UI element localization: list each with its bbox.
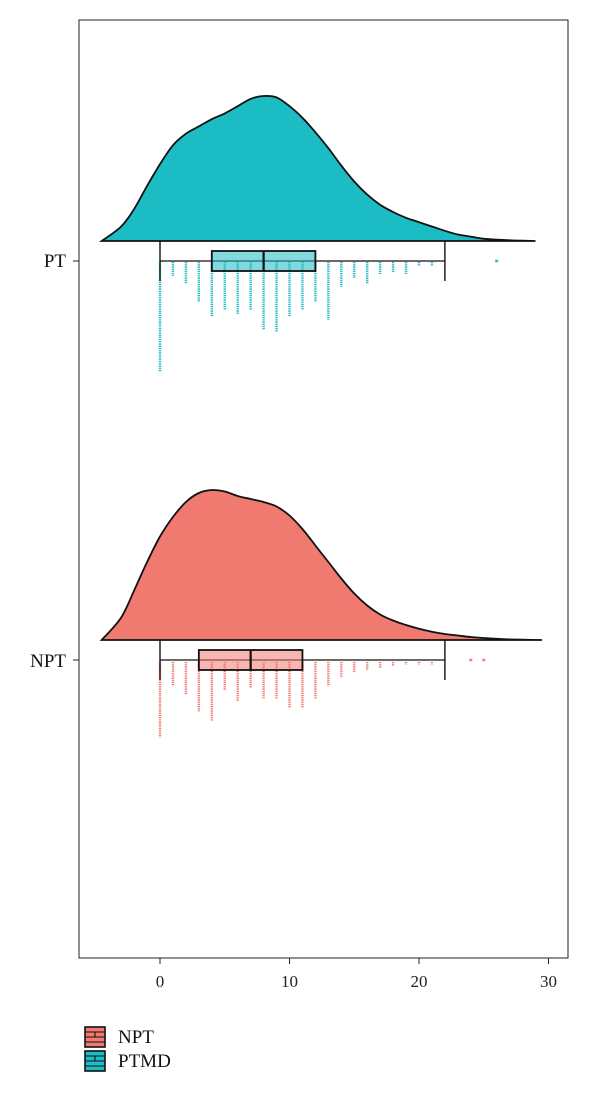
category-label-npt: NPT [30,651,66,672]
density-ptmd [98,95,536,242]
x-tick-label: 20 [411,972,428,991]
outlier-ptmd [495,259,499,263]
x-tick-label: 30 [540,972,557,991]
legend: NPT PTMD [84,1026,171,1072]
category-label-pt: PT [44,251,67,272]
x-tick-label: 10 [281,972,298,991]
legend-label-ptmd: PTMD [118,1051,171,1072]
outlier-npt [469,658,473,662]
legend-key-ptmd [84,1050,106,1072]
legend-label-npt: NPT [118,1027,154,1048]
legend-key-npt [84,1026,106,1048]
x-tick-label: 0 [156,972,165,991]
outlier-npt [482,658,486,662]
density-npt [99,489,543,641]
